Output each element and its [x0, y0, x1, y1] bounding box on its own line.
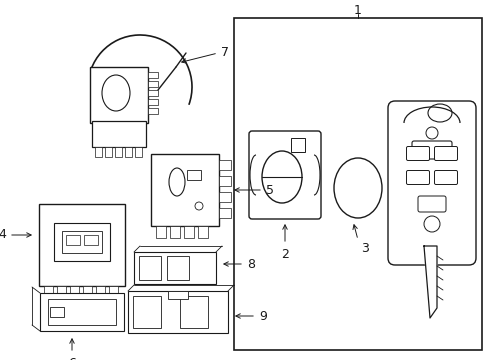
Bar — [44, 286, 53, 298]
Bar — [77, 298, 85, 306]
FancyBboxPatch shape — [434, 147, 457, 161]
Bar — [219, 192, 230, 202]
Bar — [234, 18, 481, 350]
Text: 3: 3 — [360, 242, 368, 255]
Bar — [54, 223, 110, 261]
Bar — [219, 160, 230, 170]
Bar — [90, 67, 148, 123]
Bar — [148, 108, 158, 114]
Bar — [91, 298, 99, 306]
Ellipse shape — [262, 151, 302, 203]
Bar — [92, 121, 146, 147]
Text: 8: 8 — [246, 257, 254, 270]
Bar — [50, 307, 64, 317]
Bar — [170, 226, 180, 238]
Bar — [125, 147, 132, 157]
Bar — [183, 226, 194, 238]
Bar — [180, 296, 207, 328]
Polygon shape — [423, 246, 436, 318]
Bar — [109, 286, 118, 298]
Text: 5: 5 — [265, 184, 273, 197]
Bar — [168, 291, 187, 299]
FancyBboxPatch shape — [434, 171, 457, 184]
Bar — [57, 286, 66, 298]
Bar — [198, 226, 207, 238]
Ellipse shape — [423, 216, 439, 232]
Bar — [62, 231, 102, 253]
FancyBboxPatch shape — [387, 101, 475, 265]
FancyBboxPatch shape — [417, 196, 445, 212]
Bar — [151, 154, 219, 226]
Bar — [105, 147, 112, 157]
Ellipse shape — [427, 104, 451, 122]
Bar — [66, 235, 80, 245]
FancyBboxPatch shape — [411, 141, 451, 159]
Bar — [148, 72, 158, 78]
Text: 1: 1 — [353, 4, 361, 18]
Bar — [63, 298, 71, 306]
Bar — [96, 286, 105, 298]
Bar — [290, 138, 305, 152]
Bar — [156, 226, 165, 238]
Bar — [95, 147, 102, 157]
Bar — [128, 291, 227, 333]
Bar — [219, 208, 230, 218]
Bar — [84, 235, 98, 245]
Bar — [139, 256, 161, 280]
Bar — [48, 299, 116, 325]
Text: 6: 6 — [68, 357, 76, 360]
Bar — [148, 99, 158, 105]
Bar — [148, 90, 158, 96]
Text: 2: 2 — [281, 248, 288, 261]
FancyBboxPatch shape — [406, 147, 428, 161]
Ellipse shape — [102, 75, 130, 111]
FancyBboxPatch shape — [406, 171, 428, 184]
Text: 9: 9 — [259, 310, 266, 323]
Text: 4: 4 — [0, 229, 6, 242]
FancyBboxPatch shape — [248, 131, 320, 219]
Bar — [83, 286, 92, 298]
Bar — [148, 81, 158, 87]
Bar — [105, 298, 113, 306]
Bar — [134, 252, 216, 284]
Ellipse shape — [333, 158, 381, 218]
Ellipse shape — [425, 127, 437, 139]
Bar — [219, 176, 230, 186]
Text: 7: 7 — [221, 46, 228, 59]
Bar — [115, 147, 122, 157]
Bar — [39, 204, 125, 286]
Bar — [167, 256, 189, 280]
Ellipse shape — [169, 168, 184, 196]
Bar — [186, 170, 201, 180]
Bar — [133, 296, 161, 328]
Bar — [49, 298, 57, 306]
Bar — [70, 286, 79, 298]
Bar — [40, 293, 124, 331]
Bar — [135, 147, 142, 157]
